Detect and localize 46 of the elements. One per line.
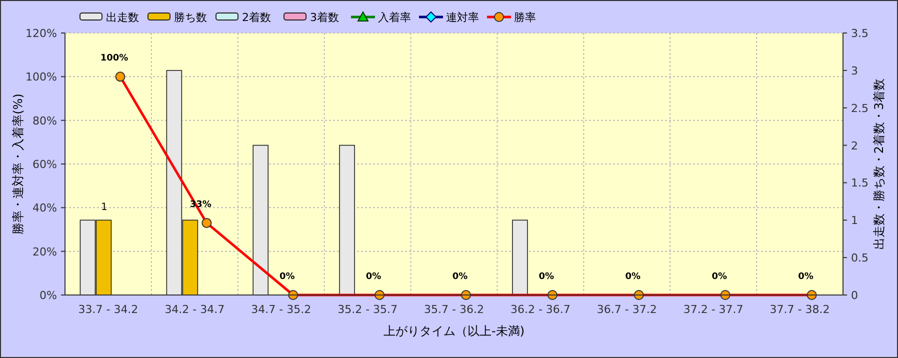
y2-tick-label: 3.5 [851, 27, 868, 40]
data-label: 0% [798, 272, 814, 282]
x-tick-label: 36.2 - 36.7 [510, 303, 570, 316]
y-tick-label: 0% [40, 289, 57, 302]
x-axis-title: 上がりタイム（以上-未満) [383, 324, 525, 338]
legend-label: 勝率 [514, 11, 536, 24]
y-axis-title: 勝率・連対率・入着率(%) [11, 94, 25, 234]
x-tick-label: 34.7 - 35.2 [251, 303, 312, 316]
bar [339, 144, 355, 296]
data-label: 0% [538, 272, 554, 282]
y2-axis-title: 出走数・勝ち数・2着数・3着数 [872, 78, 886, 250]
y2-tick-label: 1.5 [851, 176, 868, 190]
x-tick-label: 37.7 - 38.2 [770, 303, 830, 316]
x-tick-label: 37.2 - 37.7 [683, 303, 744, 316]
legend-label: 出走数 [106, 11, 139, 24]
x-tick-label: 33.7 - 34.2 [78, 303, 138, 316]
legend-label: 勝ち数 [174, 11, 207, 24]
y2-tick-label: 3 [851, 64, 858, 78]
data-label: 1 [101, 202, 108, 214]
legend-label: 入着率 [378, 11, 411, 24]
y-tick-label: 120% [26, 27, 57, 40]
y2-tick-label: 2 [851, 139, 858, 152]
y2-tick-label: 0.5 [851, 252, 868, 265]
x-tick-label: 34.2 - 34.7 [164, 303, 225, 316]
y-tick-label: 20% [32, 245, 57, 258]
x-tick-label: 35.2 - 35.7 [338, 303, 398, 316]
y-tick-label: 40% [32, 202, 57, 215]
y-tick-label: 60% [32, 158, 57, 171]
x-tick-label: 35.7 - 36.2 [424, 303, 484, 316]
bar [512, 220, 528, 296]
y-tick-label: 100% [26, 70, 57, 84]
y2-tick-label: 0 [851, 289, 858, 302]
x-tick-label: 36.7 - 37.2 [596, 303, 657, 316]
data-label: 0% [712, 272, 727, 282]
data-label: 0% [366, 272, 382, 282]
y2-tick-label: 1 [851, 214, 858, 228]
data-label: 0% [625, 272, 641, 282]
legend-label: 2着数 [242, 11, 271, 24]
legend-label: 3着数 [310, 11, 339, 24]
data-label: 0% [452, 272, 468, 282]
y2-tick-label: 2.5 [851, 102, 868, 115]
bar [252, 144, 269, 296]
legend-label: 連対率 [446, 11, 479, 24]
data-label: 0% [279, 272, 295, 282]
data-label: 100% [100, 54, 128, 64]
y-tick-label: 80% [32, 114, 57, 128]
